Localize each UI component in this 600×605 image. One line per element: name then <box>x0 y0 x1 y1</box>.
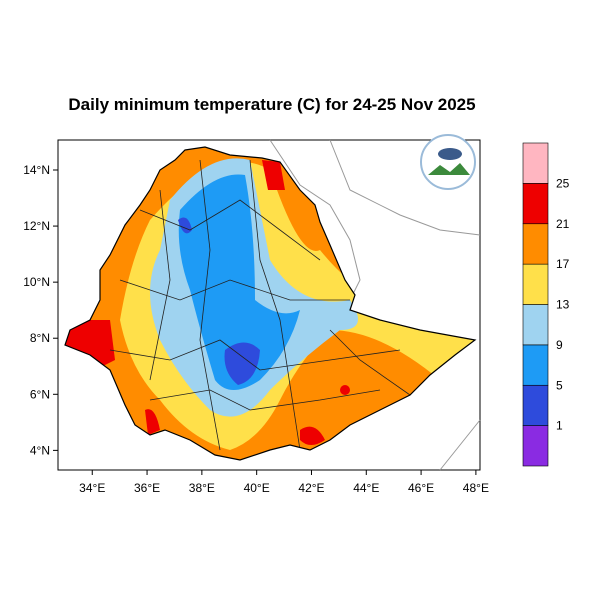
colorbar-bin <box>522 263 549 305</box>
colorbar-label: 13 <box>556 298 570 312</box>
colorbar-label: 25 <box>556 176 570 190</box>
colorbar-bin <box>522 304 549 346</box>
admin-borders <box>109 159 411 451</box>
colorbar-label: 17 <box>556 257 570 271</box>
y-tick-label: 14°N <box>23 163 50 177</box>
y-tick-label: 4°N <box>30 443 50 457</box>
x-tick-label: 34°E <box>79 481 105 495</box>
x-tick-label: 36°E <box>134 481 160 495</box>
x-tick-label: 44°E <box>353 481 379 495</box>
colorbar-bin <box>522 425 549 467</box>
x-tick-label: 38°E <box>189 481 215 495</box>
map-title: Daily minimum temperature (C) for 24-25 … <box>68 95 475 114</box>
colorbar-bin <box>522 344 549 386</box>
colorbar-label: 9 <box>556 338 563 352</box>
x-tick-label: 42°E <box>298 481 324 495</box>
y-tick-label: 6°N <box>30 387 50 401</box>
x-tick-label: 48°E <box>463 481 489 495</box>
y-tick-label: 10°N <box>23 275 50 289</box>
x-tick-label: 46°E <box>408 481 434 495</box>
colorbar-label: 1 <box>556 419 563 433</box>
colorbar-bin <box>522 223 549 265</box>
colorbar-bin <box>522 142 549 184</box>
country-outline <box>64 146 477 461</box>
colorbar-label: 21 <box>556 217 570 231</box>
colorbar-label: 5 <box>556 378 563 392</box>
logo <box>420 134 476 190</box>
neighbor-borders <box>269 139 481 471</box>
y-tick-label: 8°N <box>30 331 50 345</box>
x-tick-label: 40°E <box>244 481 270 495</box>
colorbar-bin <box>522 384 549 426</box>
colorbar-bin <box>522 183 549 225</box>
y-tick-label: 12°N <box>23 219 50 233</box>
